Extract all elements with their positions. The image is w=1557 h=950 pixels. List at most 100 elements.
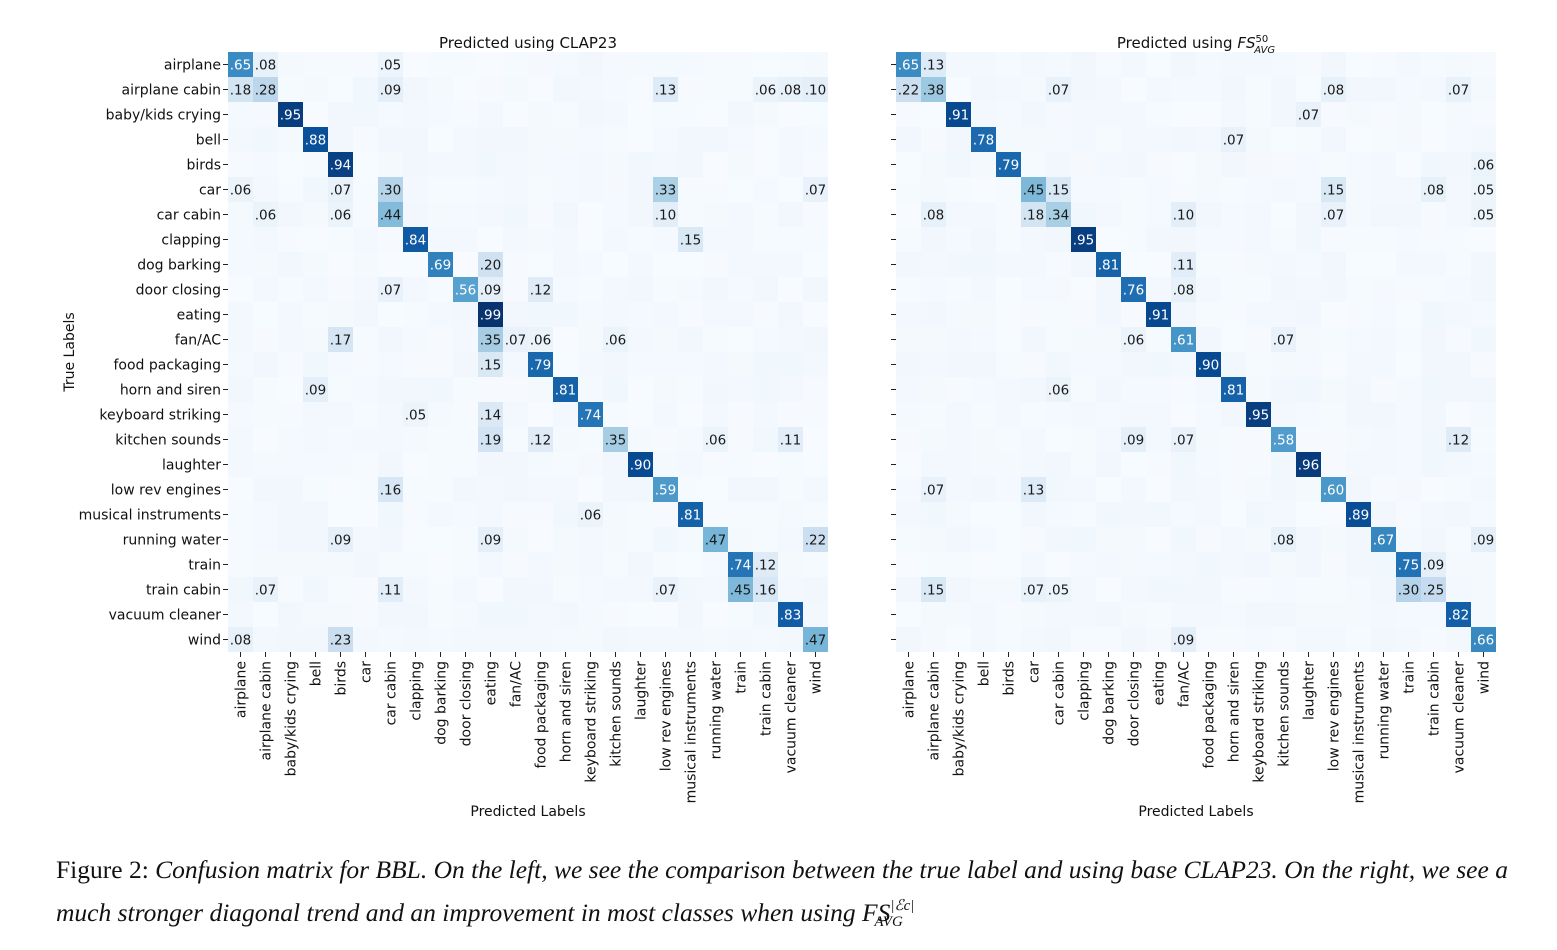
cell-value-label: .66 <box>1473 633 1494 649</box>
heatmap-cell <box>1346 227 1371 252</box>
heatmap-cell <box>1271 127 1296 152</box>
cell-value-label: .91 <box>1148 308 1169 324</box>
heatmap-cell <box>553 627 578 652</box>
heatmap-cell <box>1071 402 1096 427</box>
heatmap-cell <box>653 277 678 302</box>
heatmap-cell <box>753 202 778 227</box>
heatmap-cell <box>653 552 678 577</box>
heatmap-cell <box>728 227 753 252</box>
heatmap-cell <box>1396 52 1421 77</box>
cell-value-label: .09 <box>380 83 401 99</box>
heatmap-cell <box>528 177 553 202</box>
heatmap-cell <box>1221 502 1246 527</box>
heatmap-cell <box>803 202 828 227</box>
heatmap-cell <box>303 377 328 402</box>
heatmap-cell <box>1296 277 1321 302</box>
heatmap-cell <box>753 452 778 477</box>
heatmap-cell <box>628 152 653 177</box>
heatmap-cell <box>628 427 653 452</box>
cell-value-label: .07 <box>805 183 826 199</box>
heatmap-cell <box>253 277 278 302</box>
heatmap-cell <box>1171 602 1196 627</box>
heatmap-cell <box>1321 577 1346 602</box>
heatmap-cell <box>1396 577 1421 602</box>
cell-value-label: .07 <box>1273 333 1294 349</box>
heatmap-cell <box>1296 427 1321 452</box>
heatmap-cell <box>403 377 428 402</box>
heatmap-cell <box>428 202 453 227</box>
heatmap-cell <box>453 477 478 502</box>
heatmap-cell <box>1246 527 1271 552</box>
heatmap-cell <box>553 327 578 352</box>
heatmap-cell <box>578 302 603 327</box>
heatmap-cell <box>578 602 603 627</box>
heatmap-cell <box>921 327 946 352</box>
heatmap-cell <box>303 527 328 552</box>
heatmap-cell <box>1471 252 1496 277</box>
heatmap-cell <box>553 102 578 127</box>
cell-value-label: .09 <box>1423 558 1444 574</box>
heatmap-cell <box>1046 77 1071 102</box>
heatmap-cell <box>428 327 453 352</box>
heatmap-cell <box>578 477 603 502</box>
heatmap-cell <box>478 152 503 177</box>
heatmap-cell <box>778 327 803 352</box>
heatmap-cell <box>728 352 753 377</box>
heatmap-cell <box>553 277 578 302</box>
heatmap-cell <box>403 277 428 302</box>
x-tick-label: horn and siren <box>1227 661 1243 762</box>
heatmap-cell <box>1046 502 1071 527</box>
heatmap-cell <box>728 277 753 302</box>
heatmap-cell <box>728 302 753 327</box>
heatmap-cell <box>1296 402 1321 427</box>
heatmap-cell <box>728 77 753 102</box>
heatmap-cell <box>803 527 828 552</box>
heatmap-cell <box>1046 402 1071 427</box>
heatmap-cell <box>478 52 503 77</box>
heatmap-cell <box>428 252 453 277</box>
heatmap-cell <box>1171 202 1196 227</box>
heatmap-cell <box>703 377 728 402</box>
cell-value-label: .06 <box>605 333 626 349</box>
heatmap-cell <box>1296 177 1321 202</box>
heatmap-cell <box>403 227 428 252</box>
heatmap-cell <box>1321 152 1346 177</box>
heatmap-cell <box>228 52 253 77</box>
heatmap-cell <box>753 527 778 552</box>
heatmap-cell <box>478 577 503 602</box>
heatmap-cell <box>703 477 728 502</box>
heatmap-cell <box>1421 527 1446 552</box>
heatmap-cell <box>1071 52 1096 77</box>
heatmap-cell <box>1021 502 1046 527</box>
heatmap-cell <box>328 102 353 127</box>
cell-value-label: .12 <box>530 433 551 449</box>
heatmap-cell <box>353 552 378 577</box>
heatmap-cell <box>653 402 678 427</box>
heatmap-cell <box>528 427 553 452</box>
y-tick-label: clapping <box>161 233 221 249</box>
cell-value-label: .83 <box>780 608 801 624</box>
heatmap-cell <box>1446 502 1471 527</box>
heatmap-cell <box>228 602 253 627</box>
heatmap-cell <box>553 402 578 427</box>
heatmap-cell <box>753 477 778 502</box>
cell-value-label: .07 <box>255 583 276 599</box>
heatmap-cell <box>971 177 996 202</box>
heatmap-cell <box>628 627 653 652</box>
heatmap-cell <box>1221 277 1246 302</box>
heatmap-cell <box>778 277 803 302</box>
heatmap-cell <box>1146 202 1171 227</box>
heatmap-cell <box>553 302 578 327</box>
heatmap-cell <box>403 177 428 202</box>
heatmap-cell <box>1371 427 1396 452</box>
heatmap-cell <box>303 127 328 152</box>
heatmap-cell <box>1446 102 1471 127</box>
heatmap-cell <box>1071 277 1096 302</box>
heatmap-cell <box>1421 402 1446 427</box>
heatmap-cell <box>946 77 971 102</box>
heatmap-cell <box>803 152 828 177</box>
heatmap-cell <box>653 477 678 502</box>
heatmap-cell <box>803 427 828 452</box>
x-tick-label: baby/kids crying <box>952 661 968 776</box>
heatmap-cell <box>453 227 478 252</box>
